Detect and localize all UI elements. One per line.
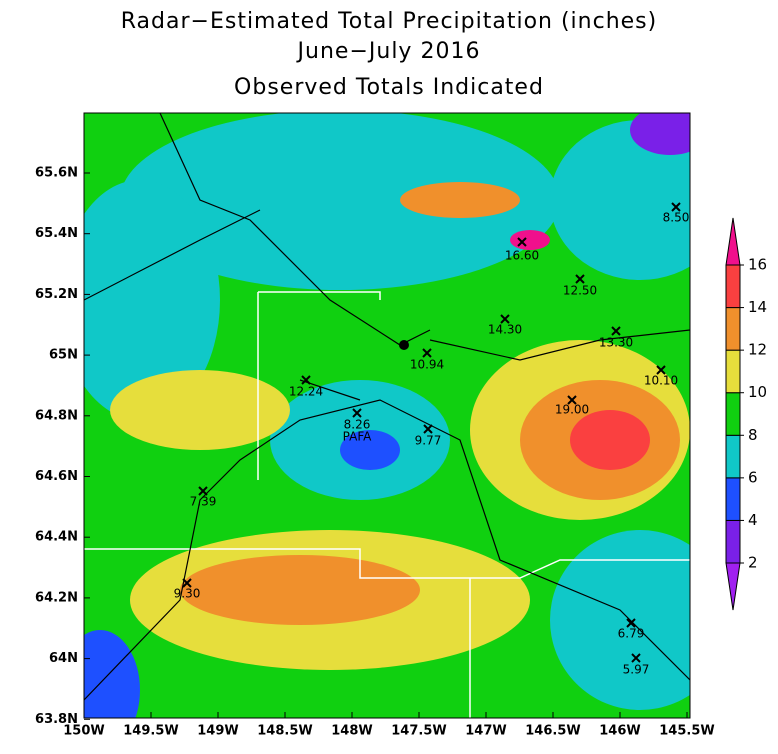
x-tick-label: 145.5W: [659, 724, 714, 739]
colorbar-label: 14: [748, 298, 767, 316]
site-dot: [399, 340, 409, 350]
station-value: 10.94: [410, 358, 444, 372]
colorbar-segment: [725, 434, 741, 479]
x-tick-label: 148.5W: [257, 724, 312, 739]
title-line: Radar−Estimated Total Precipitation (inc…: [121, 9, 657, 34]
colorbar-label: 6: [748, 468, 758, 486]
y-tick-label: 64N: [49, 651, 78, 666]
colorbar-label: 4: [748, 511, 758, 529]
colorbar-label: 8: [748, 426, 758, 444]
x-tick-label: 146W: [599, 724, 640, 739]
station-value: 9.30: [174, 587, 201, 601]
station-value: 12.24: [289, 385, 323, 399]
title-line: Observed Totals Indicated: [234, 75, 544, 100]
station-value: 5.97: [623, 663, 650, 677]
colorbar-segment: [725, 562, 741, 611]
x-tick-label: 150W: [63, 724, 104, 739]
station-value: 13.30: [599, 336, 633, 350]
colorbar-segment: [725, 392, 741, 436]
station-value: 7.39: [190, 495, 217, 509]
x-tick-label: 146.5W: [525, 724, 580, 739]
y-tick-label: 64.6N: [35, 469, 78, 484]
station-value: 19.00: [555, 403, 589, 417]
y-tick-label: 65.6N: [35, 166, 78, 181]
x-tick-label: 149W: [197, 724, 238, 739]
colorbar-segment: [725, 264, 741, 309]
y-tick-label: 65.4N: [35, 226, 78, 241]
title-line: June−July 2016: [296, 39, 481, 64]
colorbar-segment: [725, 217, 741, 266]
y-tick-label: 65N: [49, 348, 78, 363]
colorbar-segment: [725, 307, 741, 351]
station-value: 8.50: [663, 211, 690, 225]
colorbar-segment: [725, 519, 741, 564]
y-tick-label: 64.2N: [35, 590, 78, 605]
x-tick-label: 148W: [331, 724, 372, 739]
colorbar-label: 16: [748, 256, 767, 274]
station-value: 6.79: [618, 627, 645, 641]
precip-map: [84, 113, 690, 718]
y-tick-label: 65.2N: [35, 287, 78, 302]
x-tick-label: 147W: [465, 724, 506, 739]
y-tick-label: 64.8N: [35, 408, 78, 423]
station-value: 8.26: [344, 418, 371, 432]
colorbar-label: 2: [748, 554, 758, 572]
colorbar-segment: [725, 349, 741, 394]
station-value: 9.77: [415, 434, 442, 448]
colorbar-label: 12: [748, 341, 767, 359]
station-value: 10.10: [644, 374, 678, 388]
station-value: 16.60: [505, 249, 539, 263]
colorbar-label: 10: [748, 383, 767, 401]
x-tick-label: 149.5W: [123, 724, 178, 739]
colorbar-segment: [725, 477, 741, 521]
y-tick-label: 63.8N: [35, 712, 78, 727]
x-tick-label: 147.5W: [391, 724, 446, 739]
station-value: 14.30: [488, 323, 522, 337]
site-label: PAFA: [343, 430, 372, 444]
station-value: 12.50: [563, 284, 597, 298]
y-tick-label: 64.4N: [35, 530, 78, 545]
